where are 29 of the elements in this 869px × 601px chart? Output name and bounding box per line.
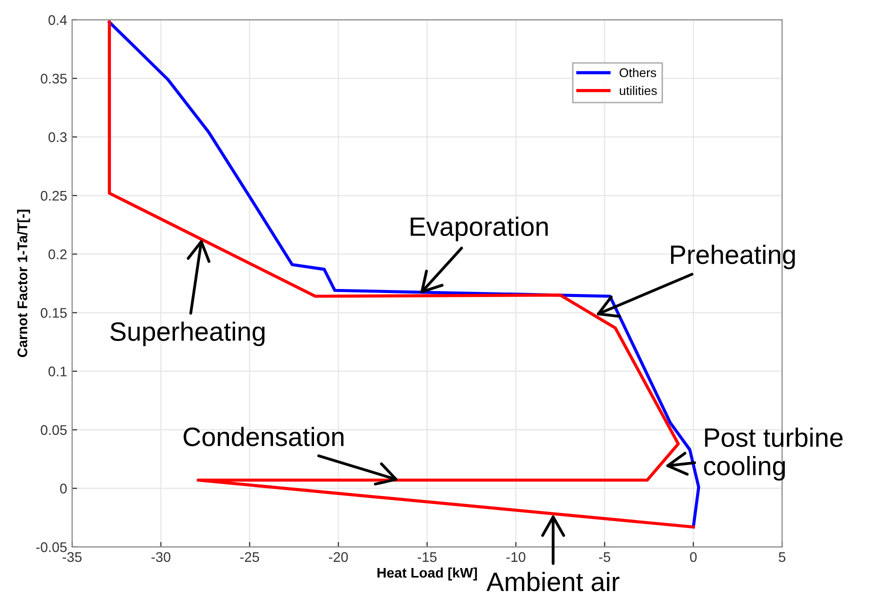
y-tick-label: 0 bbox=[60, 484, 67, 494]
x-tick-label: -35 bbox=[62, 552, 82, 562]
y-tick-label: 0.2 bbox=[48, 249, 67, 260]
y-tick-label: 0.4 bbox=[48, 15, 67, 25]
legend-label: utilities bbox=[620, 86, 657, 96]
annotation: Evaporation bbox=[410, 216, 548, 242]
annotation: Ambient air bbox=[486, 572, 620, 592]
y-tick-label: 0.15 bbox=[40, 308, 67, 318]
legend-label: Others bbox=[620, 68, 656, 78]
x-tick-label: -15 bbox=[418, 552, 437, 562]
x-tick-label: -5 bbox=[599, 552, 610, 562]
annotation: Preheating bbox=[671, 244, 795, 270]
x-tick-label: -20 bbox=[328, 552, 348, 562]
y-tick-label: 0.25 bbox=[40, 190, 67, 201]
y-tick-label: -0.05 bbox=[36, 542, 67, 552]
x-tick-label: -25 bbox=[240, 552, 260, 562]
y-tick-label: 0.05 bbox=[40, 425, 67, 435]
x-tick-label: -10 bbox=[506, 552, 526, 562]
y-axis-title: Carnot Factor 1-Ta/T[-] bbox=[17, 210, 30, 358]
x-axis-title: Heat Load [kW] bbox=[378, 567, 477, 580]
y-tick-label: 0.1 bbox=[48, 366, 67, 376]
annotation: Condensation bbox=[184, 426, 344, 446]
x-tick-label: 0 bbox=[690, 552, 697, 562]
annotation: Post turbine cooling bbox=[704, 428, 843, 481]
x-tick-label: -30 bbox=[151, 552, 170, 562]
x-tick-label: 5 bbox=[778, 552, 786, 562]
y-tick-label: 0.35 bbox=[40, 74, 67, 84]
y-tick-label: 0.3 bbox=[48, 132, 67, 142]
annotation: Superheating bbox=[110, 322, 264, 346]
